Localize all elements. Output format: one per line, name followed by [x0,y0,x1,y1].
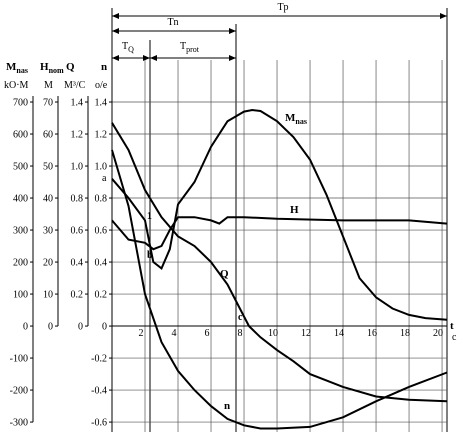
y-tick-label: 0 [23,322,28,333]
x-tick-label: 18 [400,328,410,339]
axis-header-main: n [101,61,107,73]
span-label: Tprot [180,41,200,54]
axis-header: Hnom [40,61,64,75]
y-tick-label: 700 [13,98,28,109]
axis-header-main: Q [66,61,75,73]
x-tick-label: 16 [367,328,377,339]
axis-header: Mnas [6,61,28,75]
point-label: c [238,312,243,323]
y-tick-label: -0.2 [91,354,107,365]
x-tick-label: 20 [433,328,443,339]
x-tick-label: 2 [139,328,144,339]
series-label: Q [220,268,229,280]
span-annotations: Tp Tn TQ Tprot [112,2,448,432]
series-label: H [290,204,299,216]
data-line [111,108,448,321]
y-tick-label: 0.8 [71,194,84,205]
axis-unit: M³/C [64,80,86,91]
y-tick-label: 20 [43,258,53,269]
axis-header: n [101,61,107,73]
x-tick-label: 6 [205,328,210,339]
series-label: n [224,400,230,412]
y-tick-label: 40 [43,194,53,205]
series-label-sub: nas [295,117,307,126]
y-tick-label: 1.2 [71,130,84,141]
series-label-main: n [224,400,230,412]
series-label: Mnas [285,112,307,126]
y-tick-label: 1.0 [71,162,84,173]
y-tick-label: 500 [13,162,28,173]
x-axis-unit: c [452,332,457,343]
y-tick-label: 0.6 [95,226,108,237]
y-tick-label: 600 [13,130,28,141]
y-tick-label: 0.8 [95,194,108,205]
y-tick-label: 70 [43,98,53,109]
axis-unit: M [44,80,53,91]
axis-header-sub: nas [16,66,28,75]
series-label-main: Q [220,268,229,280]
series-label-main: M [285,112,296,124]
span-label: TQ [122,41,134,54]
x-tick-label: 12 [301,328,311,339]
y-tick-label: 0.2 [71,290,84,301]
y-tick-label: 1.0 [95,162,108,173]
point-label: a [102,173,107,184]
span-label-main: T [122,41,128,52]
y-tick-label: -100 [10,354,28,365]
y-tick-label: 1.2 [95,130,108,141]
axis-header-sub: nom [49,66,64,75]
y-tick-label: 1.4 [71,98,84,109]
y-tick-label: 10 [43,290,53,301]
y-tick-label: -0.4 [91,386,107,397]
y-tick-label: 30 [43,226,53,237]
span-label: Tp [277,2,288,13]
x-axis-label: t [450,320,454,332]
axis-header-main: H [40,61,49,73]
axis-unit: o/e [95,80,108,91]
y-tick-label: 100 [13,290,28,301]
axis-unit: kO·M [4,80,29,91]
x-tick-label: 14 [334,328,344,339]
data-line [111,216,448,251]
data-line [111,122,448,403]
y-tick-label: 60 [43,130,53,141]
span-label-sub: Q [128,45,134,54]
data-line [111,149,448,430]
point-label: 1 [147,211,152,222]
y-tick-label: 200 [13,258,28,269]
y-tick-label: 1.4 [95,98,108,109]
y-tick-label: 50 [43,162,53,173]
y-tick-label: 300 [13,226,28,237]
y-tick-label: -200 [10,386,28,397]
y-tick-label: 0.2 [95,290,108,301]
span-label-main: T [180,41,186,52]
y-tick-label: 0.4 [71,258,84,269]
y-tick-label: -300 [10,418,28,429]
axis-header-main: M [6,61,17,73]
y-tick-label: 0.4 [95,258,108,269]
x-tick-label: 8 [238,328,243,339]
y-tick-label: 0.6 [71,226,84,237]
y-tick-label: 0 [78,322,83,333]
x-tick-label: 4 [172,328,177,339]
x-tick-label: 10 [268,328,278,339]
span-label: Tn [167,17,178,28]
series-label-main: H [290,204,299,216]
y-tick-label: 0 [102,322,107,333]
span-label-sub: prot [186,45,200,54]
y-tick-label: 0 [48,322,53,333]
axis-header: Q [66,61,75,73]
point-label: b [147,250,153,261]
y-tick-label: 400 [13,194,28,205]
y-tick-label: -0.6 [91,418,107,429]
point-labels: a b c 1 [102,173,243,323]
